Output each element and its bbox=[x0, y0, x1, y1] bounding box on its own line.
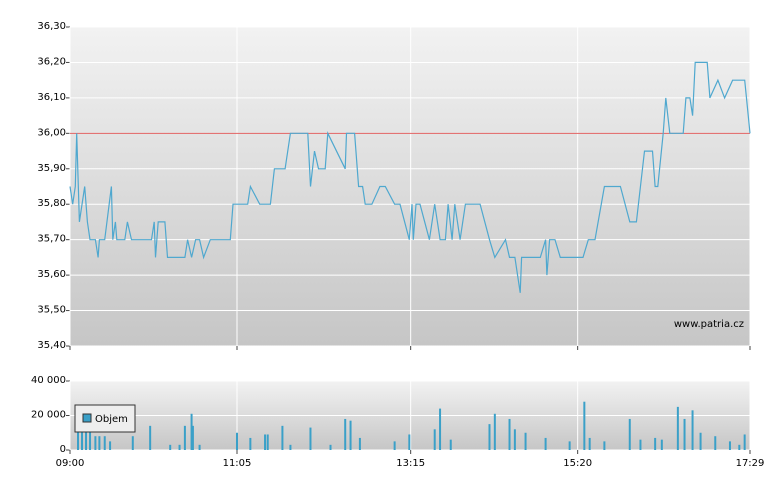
volume-bar bbox=[738, 444, 741, 450]
volume-bar bbox=[249, 437, 252, 450]
volume-bar bbox=[513, 429, 516, 450]
y-tick-label: 35,70 bbox=[37, 234, 66, 245]
x-tick-label: 17:29 bbox=[736, 458, 765, 469]
volume-bar bbox=[508, 418, 511, 450]
x-tick-label: 11:05 bbox=[223, 458, 252, 469]
volume-bar bbox=[449, 439, 452, 450]
y-tick-label: 40 000 bbox=[31, 375, 66, 386]
volume-bar bbox=[654, 437, 657, 450]
y-tick-label: 35,90 bbox=[37, 163, 66, 174]
volume-bar bbox=[743, 434, 746, 450]
y-tick-label: 36,30 bbox=[37, 21, 66, 32]
volume-bar bbox=[408, 434, 411, 450]
volume-bar bbox=[131, 436, 134, 450]
y-tick-label: 20 000 bbox=[31, 410, 66, 421]
y-tick-label: 35,40 bbox=[37, 340, 66, 351]
x-tick-label: 09:00 bbox=[56, 458, 85, 469]
volume-bar bbox=[289, 444, 292, 450]
y-tick-label: 36,20 bbox=[37, 56, 66, 67]
volume-bar bbox=[329, 444, 332, 450]
volume-bar bbox=[603, 441, 606, 450]
x-tick-label: 15:20 bbox=[563, 458, 592, 469]
y-tick-label: 35,60 bbox=[37, 269, 66, 280]
volume-bar bbox=[488, 424, 491, 450]
volume-bar bbox=[190, 413, 193, 450]
legend-label: Objem bbox=[95, 414, 128, 425]
volume-bar bbox=[583, 401, 586, 450]
legend-swatch bbox=[82, 413, 92, 423]
volume-bar bbox=[183, 425, 186, 450]
volume-bar bbox=[103, 436, 106, 450]
volume-bar bbox=[349, 420, 352, 450]
volume-bar bbox=[588, 437, 591, 450]
y-tick-label: 36,00 bbox=[37, 127, 66, 138]
volume-bar bbox=[660, 439, 663, 450]
volume-bar bbox=[544, 437, 547, 450]
volume-bar bbox=[178, 444, 181, 450]
y-tick-label: 35,80 bbox=[37, 198, 66, 209]
volume-bar bbox=[94, 436, 97, 450]
volume-bar bbox=[344, 418, 347, 450]
y-tick-label: 0 bbox=[60, 444, 66, 455]
volume-bar bbox=[691, 410, 694, 450]
x-tick-label: 13:15 bbox=[396, 458, 425, 469]
volume-bar bbox=[676, 406, 679, 450]
price-line bbox=[69, 61, 751, 293]
volume-bar bbox=[235, 432, 238, 450]
volume-bar bbox=[568, 441, 571, 450]
y-tick-label: 35,50 bbox=[37, 305, 66, 316]
volume-bar bbox=[728, 441, 731, 450]
volume-bar bbox=[169, 444, 172, 450]
volume-bar bbox=[109, 441, 112, 450]
volume-bar bbox=[628, 418, 631, 450]
legend: Objem bbox=[74, 404, 136, 433]
volume-bar bbox=[524, 432, 527, 450]
y-tick-label: 36,10 bbox=[37, 92, 66, 103]
volume-bar bbox=[198, 444, 201, 450]
volume-bar bbox=[699, 432, 702, 450]
volume-bar bbox=[309, 427, 312, 450]
volume-bar bbox=[149, 425, 152, 450]
volume-bar bbox=[358, 437, 361, 450]
volume-bar bbox=[714, 436, 717, 450]
volume-bar bbox=[89, 415, 92, 450]
volume-bar bbox=[683, 418, 686, 450]
price-panel bbox=[70, 27, 750, 346]
volume-bar bbox=[439, 408, 442, 450]
volume-bar bbox=[393, 441, 396, 450]
watermark: www.patria.cz bbox=[674, 319, 744, 330]
volume-bar bbox=[191, 425, 194, 450]
volume-bar bbox=[433, 429, 436, 450]
volume-bar bbox=[493, 413, 496, 450]
volume-bar bbox=[98, 436, 101, 450]
volume-bar bbox=[266, 434, 269, 450]
volume-bar bbox=[281, 425, 284, 450]
volume-bar bbox=[264, 434, 267, 450]
volume-bar bbox=[639, 439, 642, 450]
